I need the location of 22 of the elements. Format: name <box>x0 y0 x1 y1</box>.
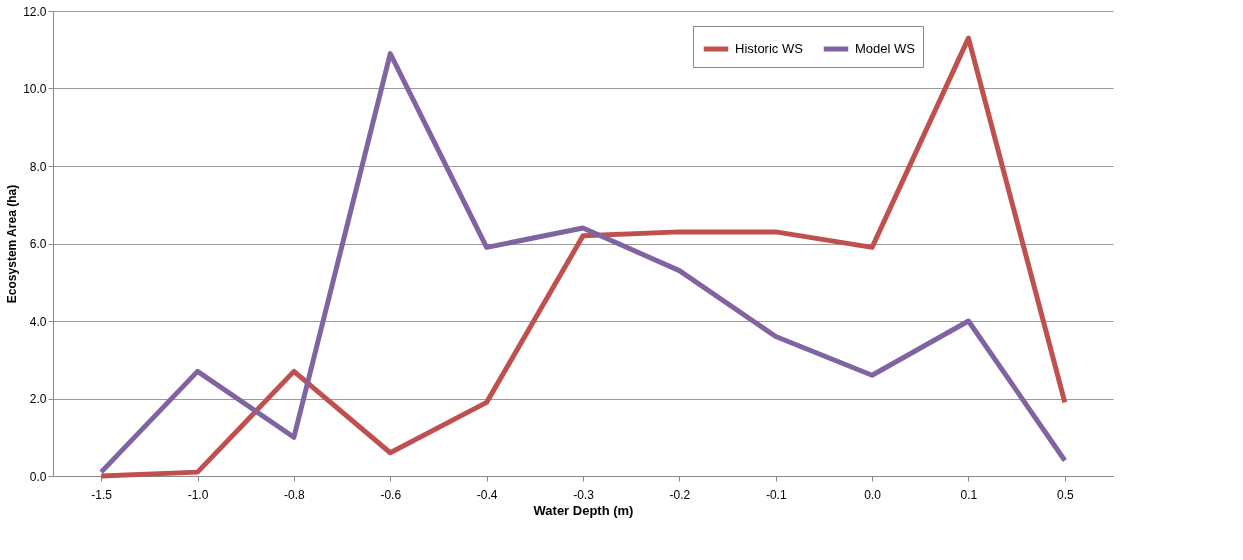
y-tick-label: 10.0 <box>23 82 47 96</box>
legend-label: Model WS <box>855 41 916 56</box>
x-tick-label: -0.3 <box>573 487 595 502</box>
legend-label: Historic WS <box>735 41 804 56</box>
x-tick-label: -1.0 <box>187 487 209 502</box>
y-tick-label: 8.0 <box>29 159 47 174</box>
y-tick-label: 4.0 <box>29 314 47 329</box>
x-tick-label: -0.2 <box>669 487 691 502</box>
x-tick-label: -0.6 <box>380 487 402 502</box>
x-tick-label: -0.8 <box>284 487 306 502</box>
y-tick-label: 12.0 <box>23 4 47 19</box>
x-axis-title: Water Depth (m) <box>533 502 634 518</box>
x-tick-label: 0.5 <box>1056 487 1074 502</box>
x-tick-label: 0.1 <box>960 487 978 502</box>
y-tick-label: 2.0 <box>29 392 47 406</box>
y-tick-label: 0.0 <box>29 469 47 484</box>
x-tick-label: 0.0 <box>864 487 882 502</box>
y-tick-label: 6.0 <box>29 237 47 251</box>
y-axis-title: Ecosystem Area (ha) <box>5 184 20 304</box>
x-tick-label: -0.1 <box>765 487 787 502</box>
x-tick-label: -1.5 <box>91 487 113 502</box>
x-tick-label: -0.4 <box>476 487 498 502</box>
